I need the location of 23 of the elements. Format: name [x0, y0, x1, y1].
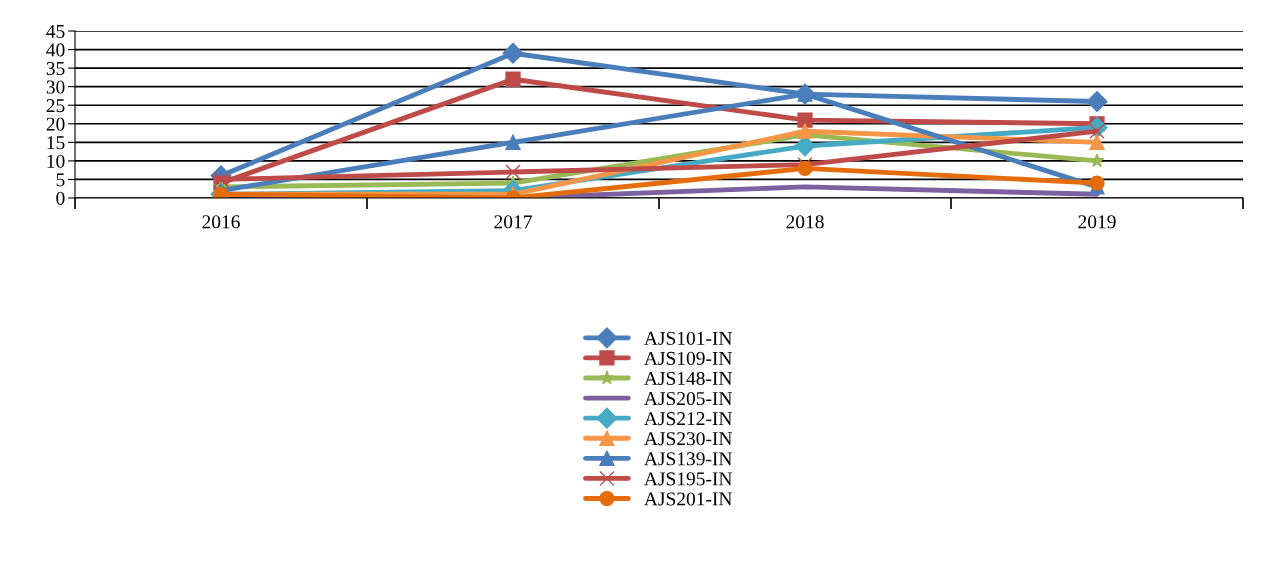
x-tick-label: 2018 — [786, 215, 824, 229]
legend-label: AJS101-IN — [644, 331, 733, 345]
y-tick-label: 15 — [47, 136, 65, 150]
legend-label: AJS109-IN — [644, 351, 733, 365]
legend-label: AJS195-IN — [644, 472, 733, 486]
x-tick-label: 2016 — [202, 215, 240, 229]
x-tick-label: 2019 — [1078, 215, 1116, 229]
y-tick-label: 40 — [46, 43, 65, 57]
legend-label: AJS230-IN — [644, 432, 733, 446]
legend-label: AJS148-IN — [644, 371, 733, 385]
y-tick-label: 25 — [46, 99, 65, 113]
legend-label: AJS139-IN — [644, 452, 733, 466]
y-tick-label: 0 — [56, 191, 65, 205]
y-tick-label: 35 — [46, 61, 65, 76]
legend-label: AJS201-IN — [644, 492, 733, 506]
y-tick-label: 5 — [56, 173, 65, 187]
y-tick-label: 20 — [46, 117, 65, 131]
x-tick-label: 2017 — [494, 215, 532, 229]
legend-label: AJS212-IN — [644, 412, 733, 426]
y-tick-label: 30 — [46, 80, 65, 94]
y-tick-label: 45 — [46, 24, 65, 38]
y-tick-label: 10 — [47, 154, 65, 168]
legend-label: AJS205-IN — [644, 391, 733, 406]
